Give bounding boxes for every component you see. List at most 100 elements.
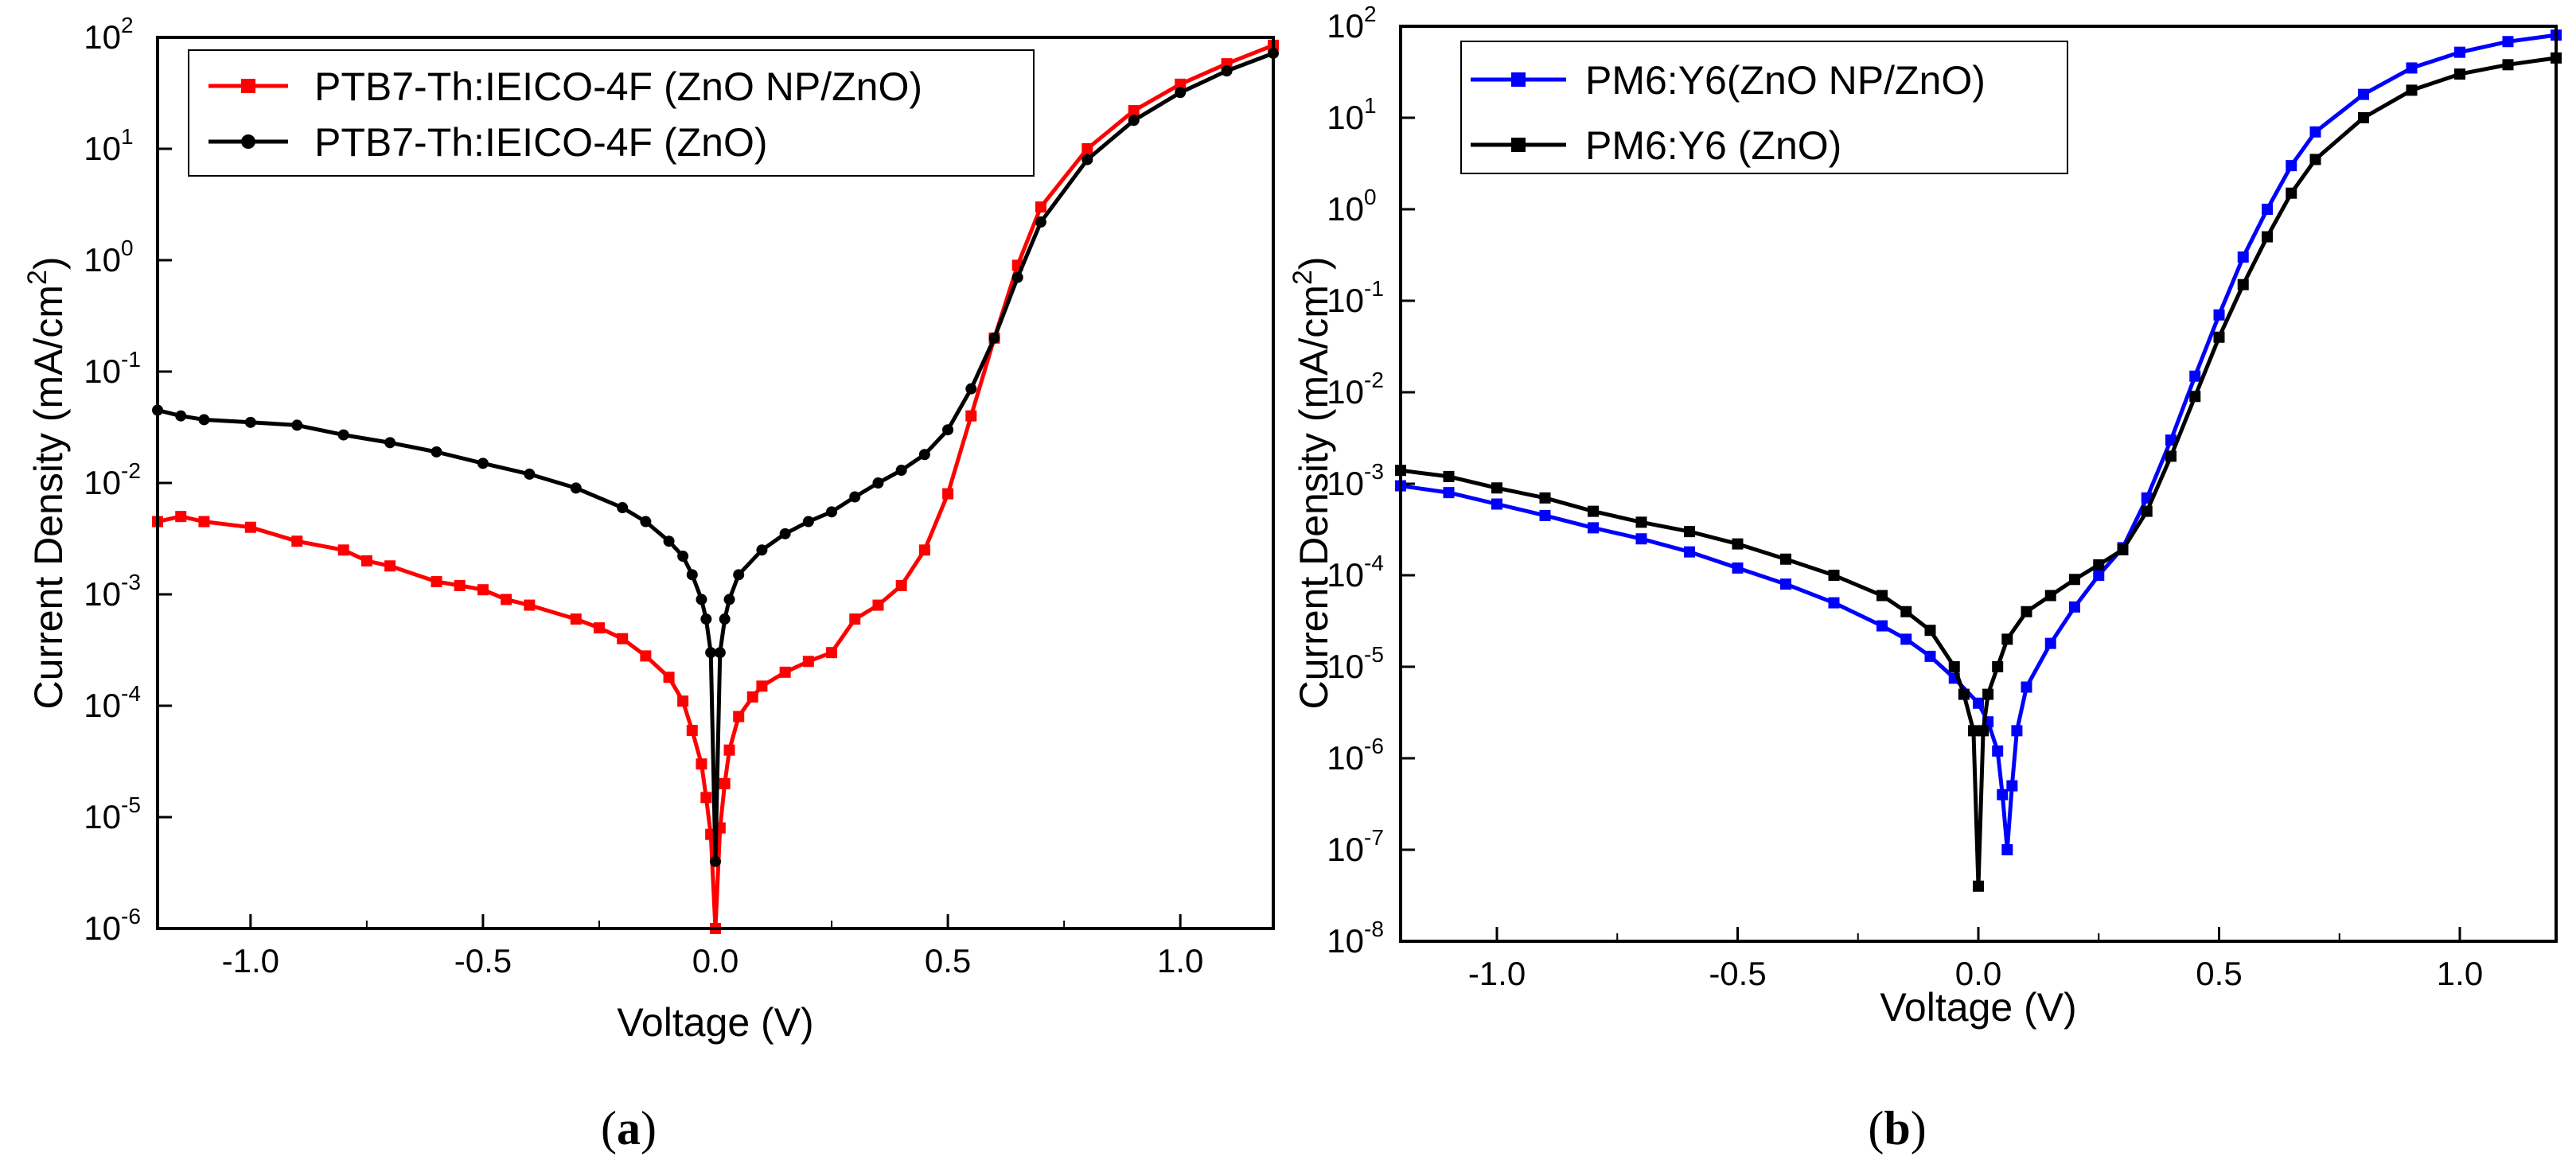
- data-point-b-0-3: [1539, 509, 1551, 521]
- data-point-a-1-13: [663, 535, 675, 547]
- series-line-a-1: [157, 51, 1274, 864]
- data-point-b-1-20: [2001, 633, 2013, 645]
- data-point-a-0-26: [723, 744, 735, 756]
- y-tick-base-a-7: 10: [84, 130, 121, 167]
- x-tick-label-a-4: 1.0: [1157, 942, 1203, 979]
- x-tick-label-b-0: -1.0: [1468, 955, 1526, 992]
- data-point-a-0-37: [942, 488, 954, 500]
- caption-a-letter: a: [617, 1102, 641, 1154]
- data-point-a-0-16: [640, 650, 652, 662]
- data-point-b-1-22: [2044, 590, 2056, 602]
- data-point-a-1-17: [700, 613, 712, 625]
- data-point-b-0-12: [1924, 650, 1936, 662]
- y-tick-exp-a-4: -2: [121, 458, 141, 483]
- data-point-a-1-7: [431, 446, 442, 458]
- data-point-b-1-8: [1780, 553, 1791, 565]
- y-axis-title-b: Current Density (mA/cm2): [1288, 256, 1336, 709]
- data-point-b-0-10: [1876, 620, 1888, 632]
- data-point-a-1-35: [1011, 271, 1023, 283]
- x-axis-title-b: Voltage (V): [1880, 985, 2076, 1030]
- data-point-a-0-2: [198, 516, 210, 528]
- data-point-b-0-18: [2001, 844, 2013, 855]
- data-point-a-1-40: [1221, 65, 1233, 77]
- y-axis-title-close-a: ): [26, 256, 71, 270]
- data-point-a-0-38: [965, 410, 977, 422]
- y-tick-exp-b-3: -5: [1364, 642, 1384, 667]
- y-tick-label-b-0: 10-8: [1327, 917, 1384, 960]
- data-point-a-0-15: [617, 633, 629, 644]
- data-point-a-0-18: [677, 695, 689, 707]
- y-tick-exp-a-5: -1: [121, 347, 141, 372]
- data-point-a-0-21: [700, 792, 712, 804]
- y-tick-exp-a-7: 1: [121, 124, 134, 149]
- data-point-a-0-43: [1128, 105, 1140, 117]
- data-point-b-1-33: [2309, 154, 2321, 165]
- tick-labels-a: -1.0 -0.5 0.0 0.5 1.010-610-510-410-310-210-…: [84, 13, 1203, 979]
- data-point-b-0-14: [1973, 697, 1984, 709]
- y-tick-label-a-3: 10-3: [84, 570, 141, 613]
- data-point-b-1-30: [2237, 278, 2249, 290]
- legend-marker-b-0: [1511, 72, 1526, 87]
- data-point-a-0-27: [733, 711, 745, 722]
- caption-b-letter: b: [1884, 1102, 1910, 1154]
- data-point-b-0-2: [1491, 498, 1502, 510]
- data-point-b-0-28: [2189, 370, 2201, 382]
- data-point-b-1-9: [1828, 570, 1840, 581]
- data-point-a-0-11: [501, 594, 512, 605]
- data-point-a-0-31: [802, 656, 814, 668]
- data-point-b-0-33: [2309, 126, 2321, 138]
- data-point-a-1-28: [849, 491, 861, 503]
- x-tick-label-b-1: -0.5: [1709, 955, 1766, 992]
- data-point-a-0-41: [1035, 201, 1046, 213]
- data-point-b-0-20: [2011, 725, 2023, 737]
- data-point-b-0-5: [1635, 533, 1647, 545]
- data-point-a-1-31: [918, 449, 930, 461]
- data-point-b-1-10: [1876, 590, 1888, 602]
- data-point-a-0-44: [1175, 78, 1187, 90]
- series-layer-a: [152, 39, 1279, 934]
- data-point-b-1-16: [1973, 880, 1984, 892]
- data-point-a-0-32: [826, 647, 838, 659]
- data-point-a-1-24: [756, 544, 768, 556]
- y-tick-exp-a-0: -6: [121, 904, 141, 929]
- data-point-a-0-6: [360, 555, 372, 567]
- y-tick-base-b-10: 10: [1327, 7, 1364, 45]
- y-axis-title-main-b: Current Density (mA/cm: [1292, 285, 1336, 709]
- data-point-a-1-29: [872, 477, 884, 489]
- data-point-a-0-14: [593, 622, 605, 634]
- data-point-b-0-7: [1732, 562, 1744, 574]
- data-point-a-1-21: [719, 613, 731, 625]
- legend-marker-a-1: [241, 134, 255, 149]
- y-tick-exp-b-1: -7: [1364, 825, 1384, 850]
- data-point-b-0-30: [2237, 251, 2249, 263]
- data-point-b-1-1: [1443, 470, 1455, 482]
- legend-b: PM6:Y6(ZnO NP/ZnO) PM6:Y6 (ZnO): [1460, 41, 2068, 174]
- data-point-a-0-3: [244, 521, 256, 533]
- y-tick-label-b-9: 101: [1327, 93, 1376, 136]
- caption-b-open: (: [1868, 1102, 1884, 1154]
- data-point-a-1-14: [677, 551, 689, 563]
- y-tick-label-b-1: 10-7: [1327, 825, 1384, 868]
- y-tick-base-a-8: 10: [84, 18, 121, 56]
- plot-frame-a: [156, 36, 1275, 930]
- data-point-a-1-27: [826, 506, 838, 518]
- data-point-a-0-5: [337, 544, 349, 556]
- data-point-b-1-4: [1588, 505, 1599, 517]
- data-point-b-0-6: [1684, 546, 1695, 558]
- data-point-b-1-7: [1732, 538, 1744, 550]
- data-point-a-1-5: [337, 429, 349, 441]
- data-point-b-1-15: [1967, 725, 1979, 737]
- caption-a: (a): [601, 1102, 657, 1154]
- data-point-a-0-42: [1081, 143, 1093, 154]
- data-point-a-1-12: [640, 516, 652, 528]
- data-point-b-0-35: [2406, 62, 2418, 74]
- data-point-b-0-37: [2502, 36, 2514, 48]
- data-point-b-0-31: [2262, 204, 2273, 215]
- caption-a-open: (: [601, 1102, 617, 1154]
- data-point-b-0-36: [2454, 46, 2465, 58]
- y-tick-base-a-0: 10: [84, 909, 121, 947]
- data-point-a-1-38: [1128, 115, 1140, 127]
- data-point-b-0-34: [2358, 88, 2369, 100]
- x-tick-label-b-3: 0.5: [2196, 955, 2242, 992]
